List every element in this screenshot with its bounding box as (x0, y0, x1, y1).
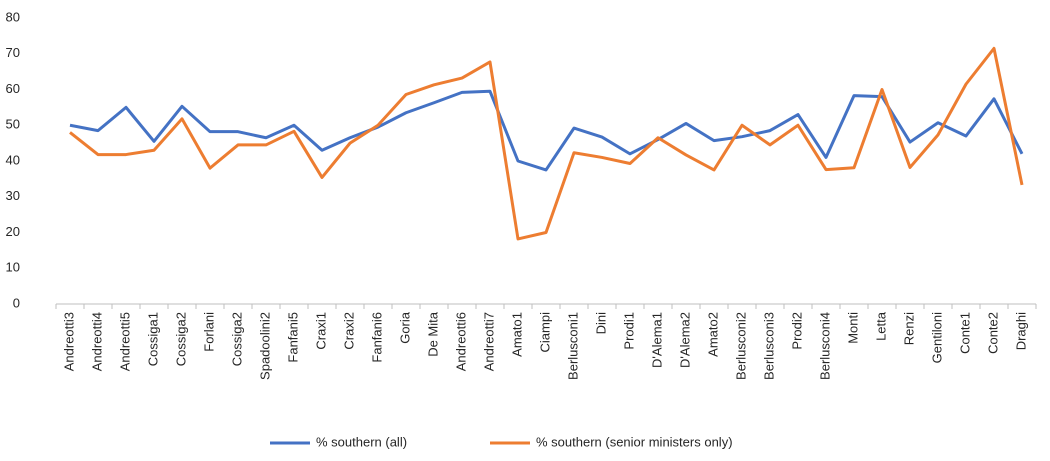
x-tick-label: Berlusconi1 (565, 312, 580, 380)
x-tick-label: Monti (845, 312, 860, 344)
x-tick-label: Spadoolini2 (257, 312, 272, 380)
x-tick-label: Berlusconi2 (733, 312, 748, 380)
x-tick-label: Gentiloni (929, 312, 944, 363)
y-tick-label: 60 (6, 81, 20, 96)
x-tick-label: Andreotti6 (453, 312, 468, 371)
y-tick-label: 20 (6, 224, 20, 239)
x-tick-label: D'Alema1 (649, 312, 664, 368)
x-tick-label: Amato2 (705, 312, 720, 357)
y-tick-label: 50 (6, 117, 20, 132)
x-tick-label: Andreotti3 (61, 312, 76, 371)
x-tick-label: Amato1 (509, 312, 524, 357)
x-tick-label: Dini (593, 312, 608, 335)
x-tick-label: Cossiga2 (173, 312, 188, 366)
y-tick-label: 10 (6, 260, 20, 275)
x-tick-label: Letta (873, 311, 888, 341)
y-tick-label: 30 (6, 188, 20, 203)
x-tick-label: Cossiga2 (229, 312, 244, 366)
x-tick-label: Fanfani5 (285, 312, 300, 363)
x-tick-label: Conte2 (985, 312, 1000, 354)
x-tick-label: Prodi2 (789, 312, 804, 350)
x-tick-label: Craxi2 (341, 312, 356, 350)
y-tick-label: 0 (13, 295, 20, 310)
series-line (69, 46, 1024, 241)
x-tick-label: Ciampi (537, 312, 552, 353)
x-tick-label: Forlani (201, 312, 216, 352)
x-tick-label: Andreotti4 (89, 312, 104, 371)
x-tick-label: D'Alema2 (677, 312, 692, 368)
x-tick-label: Renzi (901, 312, 916, 345)
x-tick-label: Conte1 (957, 312, 972, 354)
x-tick-label: Andreotti7 (481, 312, 496, 371)
x-tick-label: Craxi1 (313, 312, 328, 350)
legend-label: % southern (all) (316, 434, 407, 449)
legend-label: % southern (senior ministers only) (536, 434, 733, 449)
y-tick-label: 40 (6, 152, 20, 167)
series-line (69, 89, 1024, 172)
x-tick-label: Cossiga1 (145, 312, 160, 366)
x-tick-label: De Mita (425, 311, 440, 357)
x-tick-label: Draghi (1013, 312, 1028, 350)
y-tick-label: 80 (6, 9, 20, 24)
x-tick-label: Andreotti5 (117, 312, 132, 371)
x-tick-label: Berlusconi4 (817, 312, 832, 380)
y-tick-label: 70 (6, 45, 20, 60)
x-tick-label: Prodi1 (621, 312, 636, 350)
x-tick-label: Berlusconi3 (761, 312, 776, 380)
x-tick-label: Fanfani6 (369, 312, 384, 363)
x-tick-label: Goria (397, 311, 412, 344)
